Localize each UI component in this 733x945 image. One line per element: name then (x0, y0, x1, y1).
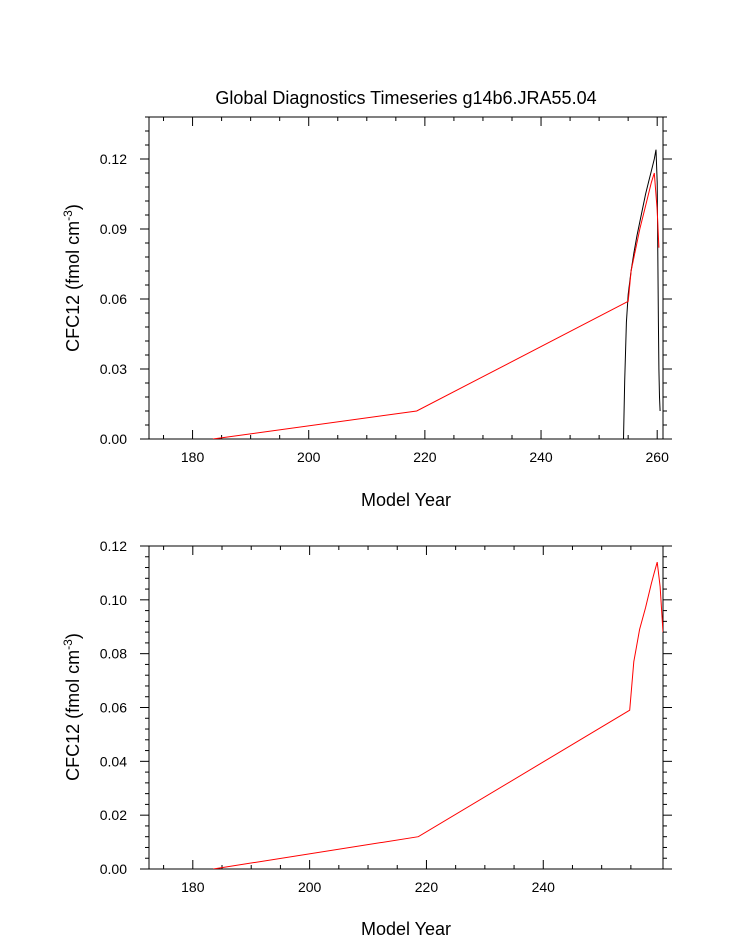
plot-frame (148, 116, 664, 440)
y-axis-title-close: ) (63, 633, 83, 639)
bottom-chart: 180 200 220 240 0.00 0.02 0.04 0.06 0.08 0.10 0.12… (61, 538, 672, 939)
y-tick-label: 0.08 (100, 646, 127, 662)
y-tick-label: 0.04 (100, 753, 127, 769)
plot-frame (148, 545, 664, 870)
x-tick-label: 240 (529, 449, 553, 465)
y-tick-label: 0.00 (100, 861, 127, 877)
y-tick-label: 0.09 (100, 221, 127, 237)
top-chart: Global Diagnostics Timeseries g14b6.JRA5… (61, 88, 672, 510)
y-tick-label: 0.12 (100, 151, 127, 167)
x-tick-label: 180 (181, 449, 205, 465)
y-tick-label: 0.06 (100, 291, 127, 307)
series-layer (212, 149, 661, 439)
axis-ticks: 180 200 220 240 260 0.00 0.03 0.06 0.09 0.12 (100, 116, 672, 465)
y-axis-title-close: ) (63, 204, 83, 210)
x-axis-title: Model Year (361, 919, 451, 939)
y-tick-label: 0.02 (100, 807, 127, 823)
y-axis-title: CFC12 (fmol cm-3) (61, 633, 83, 781)
x-tick-label: 200 (297, 449, 321, 465)
x-tick-label: 260 (646, 449, 670, 465)
y-axis-title-main: CFC12 (fmol cm (63, 650, 83, 781)
y-tick-label: 0.00 (100, 431, 127, 447)
x-tick-label: 240 (532, 879, 556, 895)
y-axis-title-main: CFC12 (fmol cm (63, 221, 83, 352)
chart-title: Global Diagnostics Timeseries g14b6.JRA5… (215, 88, 596, 108)
axis-ticks: 180 200 220 240 0.00 0.02 0.04 0.06 0.08 0.10 0.12 (100, 538, 672, 895)
y-tick-label: 0.12 (100, 538, 127, 554)
x-tick-label: 220 (415, 879, 439, 895)
y-tick-label: 0.03 (100, 361, 127, 377)
y-tick-label: 0.10 (100, 592, 127, 608)
y-tick-label: 0.06 (100, 700, 127, 716)
x-tick-label: 220 (413, 449, 437, 465)
y-axis-title: CFC12 (fmol cm-3) (61, 204, 83, 352)
series-layer (213, 561, 663, 869)
y-axis-title-exponent: -3 (61, 639, 75, 650)
x-tick-label: 180 (181, 879, 205, 895)
x-tick-label: 200 (298, 879, 322, 895)
y-axis-title-exponent: -3 (61, 210, 75, 221)
series-line-1 (213, 561, 663, 869)
x-axis-title: Model Year (361, 490, 451, 510)
series-line-2 (212, 172, 660, 439)
series-line-1 (623, 149, 661, 439)
